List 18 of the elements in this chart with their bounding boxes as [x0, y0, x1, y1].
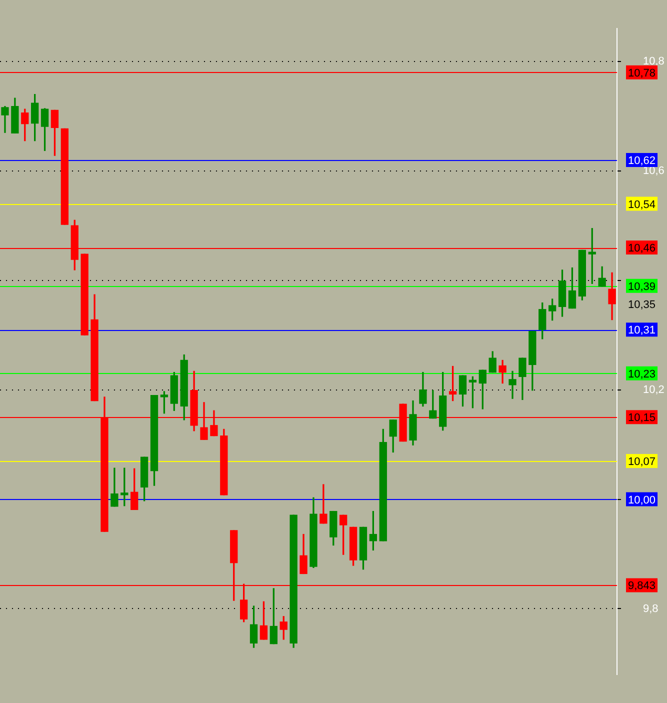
- y-tick-label: 10,8: [643, 55, 664, 68]
- ref-line-label: 10,15: [628, 412, 656, 424]
- y-tick-label: 10,6: [643, 164, 664, 177]
- ref-line-label: 10,78: [628, 67, 656, 80]
- ref-line-label: 10,46: [628, 242, 656, 255]
- candlestick: [320, 484, 328, 524]
- ref-line-label: 10,39: [628, 280, 656, 293]
- candlestick: [508, 370, 516, 399]
- ref-line-label: 10,62: [628, 154, 656, 167]
- ref-line-label: 10,23: [628, 368, 656, 380]
- y-tick-label: 9,8: [643, 602, 658, 615]
- ref-line-label: 10,07: [628, 456, 656, 468]
- ref-line-label: 10,00: [628, 494, 656, 506]
- y-tick-label: 10,2: [643, 384, 664, 396]
- text: 10,35: [628, 298, 656, 311]
- ref-line-label: 10,31: [628, 324, 656, 337]
- ref-line-label: 9,843: [628, 580, 656, 592]
- ref-line-label: 10,54: [628, 198, 656, 211]
